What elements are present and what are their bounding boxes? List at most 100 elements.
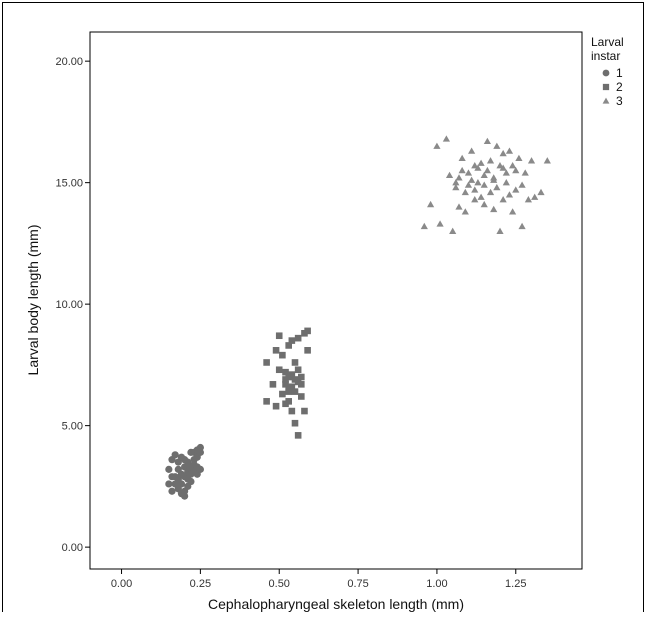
legend-label: 3 xyxy=(616,94,623,108)
instar-2-point xyxy=(285,398,292,405)
instar-3-point xyxy=(468,147,476,154)
instar-2-point xyxy=(263,359,270,366)
x-axis-title: Cephalopharyngeal skeleton length (mm) xyxy=(208,596,464,612)
instar-3-point xyxy=(471,186,479,193)
instar-2-point xyxy=(279,390,286,398)
instar-3-point xyxy=(543,157,551,164)
legend-marker xyxy=(602,69,610,77)
instar-3-point xyxy=(420,222,428,230)
instar-3-point xyxy=(464,181,473,188)
instar-3-point xyxy=(477,159,485,166)
y-tick-label: 10.00 xyxy=(55,299,83,311)
instar-3-point xyxy=(493,142,501,149)
instar-2-point xyxy=(279,351,286,359)
instar-2-point xyxy=(285,342,292,349)
instar-3-point xyxy=(458,166,466,174)
instar-3-point xyxy=(449,227,457,234)
instar-3-point xyxy=(445,171,454,179)
instar-2-point xyxy=(291,388,299,395)
instar-3-point xyxy=(455,203,463,210)
instar-3-point xyxy=(458,154,466,162)
instar-2-point xyxy=(272,402,280,410)
instar-2-point xyxy=(288,407,296,415)
instar-3-point xyxy=(496,162,504,169)
y-tick-label: 20.00 xyxy=(55,56,83,68)
instar-3-point xyxy=(480,200,488,208)
instar-2-point xyxy=(282,368,289,376)
instar-3-point xyxy=(471,196,479,203)
instar-3-point xyxy=(461,208,469,215)
x-tick-label: 0.00 xyxy=(111,578,132,590)
plot-area xyxy=(89,31,583,570)
instar-3-point xyxy=(499,164,507,171)
instar-2-point xyxy=(288,371,296,378)
instar-2-point xyxy=(294,334,302,342)
legend-marker xyxy=(602,97,610,104)
instar-3-point xyxy=(461,188,469,196)
instar-3-point xyxy=(531,193,539,200)
instar-3-point xyxy=(499,196,507,203)
instar-3-point xyxy=(518,181,526,188)
instar-2-point xyxy=(288,383,296,391)
x-axis: 0.00 0.25 0.50 0.75 1.00 1.25 xyxy=(111,569,526,590)
instar-3-point xyxy=(464,169,473,176)
instar-3-point xyxy=(499,149,507,157)
instar-3-point xyxy=(433,142,441,149)
x-tick-label: 1.25 xyxy=(505,578,526,590)
instar-3-point xyxy=(512,186,520,193)
instar-1-point xyxy=(181,456,189,464)
instar-3-point xyxy=(452,183,460,191)
x-tick-label: 1.00 xyxy=(426,578,447,590)
instar-2-point xyxy=(294,432,302,439)
instar-2-point xyxy=(282,381,289,388)
instar-3-point xyxy=(480,181,488,188)
y-tick-label: 5.00 xyxy=(62,421,83,433)
instar-2-point xyxy=(291,419,299,427)
instar-3-point xyxy=(505,191,514,198)
instar-3-point xyxy=(512,166,520,174)
y-tick-label: 15.00 xyxy=(55,178,83,190)
y-axis-title: Larval body length (mm) xyxy=(25,225,41,376)
instar-2-point xyxy=(291,359,299,366)
instar-3-point xyxy=(490,205,498,213)
x-tick-label: 0.50 xyxy=(269,578,290,590)
instar-3-point xyxy=(452,179,460,186)
chart-frame xyxy=(2,2,644,612)
y-tick-label: 0.00 xyxy=(62,542,83,554)
instar-3-point xyxy=(486,157,495,164)
instar-2-point xyxy=(275,366,283,374)
instar-2-point xyxy=(298,381,305,388)
instar-3-point xyxy=(524,196,532,203)
instar-2-point xyxy=(304,327,311,335)
instar-3-point xyxy=(427,200,435,208)
instar-3-point xyxy=(468,176,476,183)
instar-1-point xyxy=(196,465,204,473)
instar-3-point xyxy=(474,179,482,186)
y-axis: 0.00 5.00 10.00 15.00 20.00 xyxy=(55,56,90,554)
instar-1-point xyxy=(187,477,195,486)
instar-3-point xyxy=(502,169,510,176)
instar-3-point xyxy=(537,188,545,196)
instar-2-point xyxy=(275,332,283,340)
legend-title: Larval xyxy=(591,35,624,49)
instar-2-point xyxy=(269,381,277,388)
instar-2-point xyxy=(288,337,296,344)
instar-1-point xyxy=(177,480,186,488)
instar-2-point xyxy=(304,347,311,354)
instar-2-point xyxy=(285,388,292,395)
instar-3-point xyxy=(502,179,510,186)
instar-2-point xyxy=(298,373,305,381)
legend-label: 1 xyxy=(616,66,623,80)
instar-3-point xyxy=(505,147,514,154)
instar-1-point xyxy=(165,465,173,473)
instar-2-point xyxy=(263,398,270,405)
instar-1-point xyxy=(168,487,176,495)
legend-label: 2 xyxy=(616,80,623,94)
instar-3-point xyxy=(483,137,491,145)
instar-3-point xyxy=(515,154,523,162)
instar-3-point xyxy=(521,169,529,176)
instar-3-point xyxy=(496,227,504,234)
instar-3-point xyxy=(471,162,479,169)
